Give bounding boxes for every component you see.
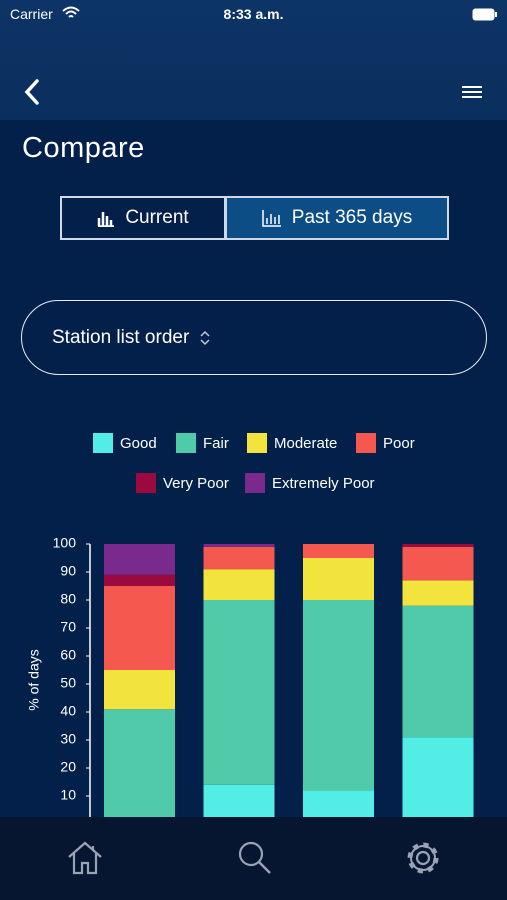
bar-segment xyxy=(203,784,275,817)
bar-segment xyxy=(402,546,474,581)
y-tick-label: 40 xyxy=(60,703,76,719)
home-tab[interactable] xyxy=(66,839,104,877)
y-tick-label: 70 xyxy=(60,619,76,635)
legend-label: Good xyxy=(120,435,157,452)
legend-label: Moderate xyxy=(274,435,337,452)
bar-segment xyxy=(402,580,474,606)
bar-segment xyxy=(203,569,275,600)
bar-segment xyxy=(104,670,175,710)
y-tick-label: 100 xyxy=(53,535,77,551)
chevron-updown xyxy=(200,330,210,345)
dropdown-label: Station list order xyxy=(52,326,190,348)
legend-swatch xyxy=(247,433,267,453)
legend-label: Extremely Poor xyxy=(272,475,375,492)
y-axis-label: % of days xyxy=(26,649,42,710)
page-title: Compare xyxy=(22,132,145,164)
toggle-option[interactable]: Current xyxy=(60,196,226,240)
legend-label: Fair xyxy=(203,435,229,452)
bar-segment xyxy=(104,586,175,670)
carrier: Carrier xyxy=(10,6,53,22)
toggle-label: Past 365 days xyxy=(291,207,413,228)
battery-icon xyxy=(472,8,497,21)
y-tick-label: 10 xyxy=(60,787,76,803)
toggle-label: Current xyxy=(125,207,189,228)
legend-swatch xyxy=(93,433,113,453)
bar-segment xyxy=(104,544,175,575)
search-tab[interactable] xyxy=(236,839,274,877)
bar-segment xyxy=(203,546,275,570)
bar-segment xyxy=(303,544,374,558)
icon xyxy=(262,210,281,227)
bar-segment xyxy=(303,600,374,791)
y-tick-label: 80 xyxy=(60,591,76,607)
dropdown[interactable]: Station list order xyxy=(21,300,487,375)
legend-label: Poor xyxy=(383,435,415,452)
y-tick-label: 20 xyxy=(60,759,76,775)
chart: Good Fair Moderate Poor Very Poor Extremely P… xyxy=(26,433,474,817)
bar-segment xyxy=(303,790,374,817)
bar-segment xyxy=(402,737,474,817)
y-tick-label: 30 xyxy=(60,731,76,747)
tab-bar xyxy=(0,817,507,900)
y-tick-label: 90 xyxy=(60,563,76,579)
bar-segment xyxy=(402,605,474,738)
bar-segment xyxy=(104,574,175,586)
legend-label: Very Poor xyxy=(163,475,229,492)
settings-tab[interactable] xyxy=(404,839,442,877)
bar-segment xyxy=(402,544,474,547)
wifi-icon xyxy=(62,6,80,18)
icon xyxy=(98,212,115,227)
time: 8:33 a.m. xyxy=(223,6,284,22)
legend-swatch xyxy=(176,433,196,453)
legend-swatch xyxy=(245,473,265,493)
legend-swatch xyxy=(356,433,376,453)
legend-swatch xyxy=(136,473,156,493)
menu-button[interactable] xyxy=(461,85,483,99)
bar-segment xyxy=(203,544,275,547)
bar-segment xyxy=(203,600,275,785)
bar-segment xyxy=(303,558,374,600)
bar-segment xyxy=(104,709,175,817)
y-tick-label: 60 xyxy=(60,647,76,663)
back-button[interactable] xyxy=(20,78,46,106)
y-tick-label: 50 xyxy=(60,675,76,691)
header: Carrier 8:33 a.m. xyxy=(0,0,507,120)
toggle-option[interactable]: Past 365 days xyxy=(225,196,449,240)
